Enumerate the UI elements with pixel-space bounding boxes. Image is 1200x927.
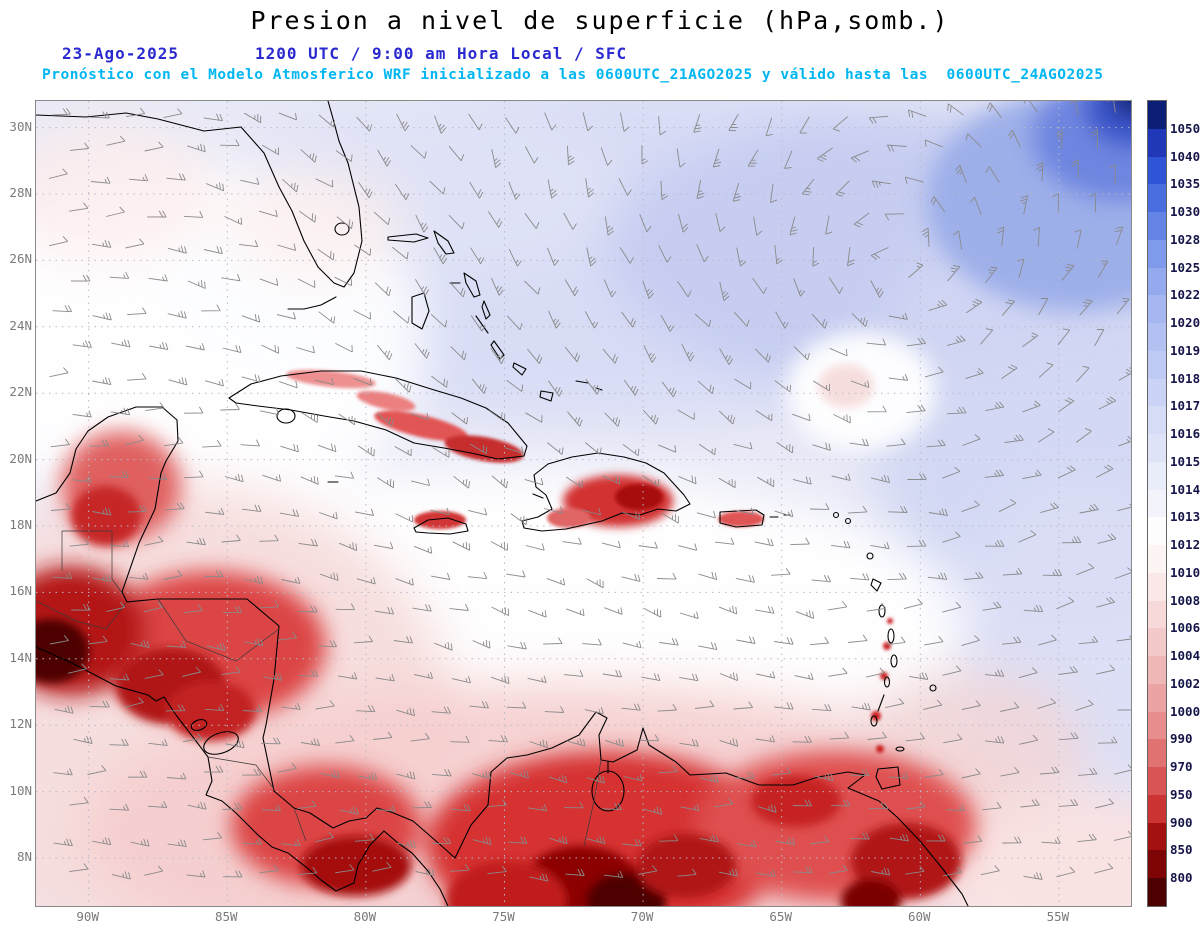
colorbar-value: 1030 xyxy=(1170,204,1200,220)
lat-label: 30N xyxy=(9,118,32,134)
lat-label: 16N xyxy=(9,583,32,599)
coastlines xyxy=(36,101,969,906)
colorbar-segment xyxy=(1148,406,1166,434)
colorbar-segment xyxy=(1148,461,1166,490)
valid-time: 1200 UTC / 9:00 am Hora Local / SFC xyxy=(255,44,628,63)
colorbar-value: 1025 xyxy=(1170,259,1200,275)
colorbar-segment xyxy=(1148,739,1166,767)
valid-date: 23-Ago-2025 xyxy=(62,44,179,63)
colorbar-segment xyxy=(1148,101,1166,129)
colorbar-segment xyxy=(1148,378,1166,407)
colorbar-segment xyxy=(1148,212,1166,240)
colorbar-value: 1016 xyxy=(1170,426,1200,442)
lat-label: 14N xyxy=(9,649,32,665)
colorbar-segment xyxy=(1148,295,1166,323)
colorbar-value: 1028 xyxy=(1170,231,1200,247)
colorbar-value: 1004 xyxy=(1170,648,1200,664)
colorbar-value: 970 xyxy=(1170,759,1193,775)
colorbar-segment xyxy=(1148,683,1166,712)
colorbar-segment xyxy=(1148,156,1166,185)
colorbar-value: 1013 xyxy=(1170,509,1200,525)
colorbar-segment xyxy=(1148,267,1166,296)
lat-label: 12N xyxy=(9,716,32,732)
colorbar-value: 800 xyxy=(1170,870,1193,886)
colorbar-value: 1008 xyxy=(1170,592,1200,608)
colorbar-value: 1020 xyxy=(1170,315,1200,331)
colorbar-value: 1019 xyxy=(1170,342,1200,358)
colorbar-segment xyxy=(1148,767,1166,795)
page-title: Presion a nivel de superficie (hPa,somb.… xyxy=(250,6,950,35)
colorbar-value: 1050 xyxy=(1170,120,1200,136)
colorbar-segment xyxy=(1148,656,1166,684)
colorbar-segment xyxy=(1148,878,1166,906)
colorbar-value: 1006 xyxy=(1170,620,1200,636)
lat-label: 18N xyxy=(9,517,32,532)
country-borders xyxy=(36,530,602,847)
colorbar-value: 1002 xyxy=(1170,675,1200,691)
colorbar-segment xyxy=(1148,489,1166,518)
colorbar-segment xyxy=(1148,572,1166,601)
colorbar-value: 1014 xyxy=(1170,481,1200,497)
colorbar-value: 1018 xyxy=(1170,370,1200,386)
lat-label: 26N xyxy=(9,251,32,267)
colorbar-segment xyxy=(1148,517,1166,545)
colorbar-value: 1022 xyxy=(1170,287,1200,303)
lon-label: 75W xyxy=(492,909,515,924)
lon-label: 55W xyxy=(1046,909,1070,924)
lat-label: 24N xyxy=(9,317,32,333)
colorbar-segment xyxy=(1148,794,1166,823)
colorbar-value: 1012 xyxy=(1170,537,1200,553)
wind-barbs xyxy=(48,101,1131,882)
colorbar-segment xyxy=(1148,323,1166,351)
colorbar-value: 1017 xyxy=(1170,398,1200,414)
colorbar-value: 850 xyxy=(1170,842,1193,858)
colorbar xyxy=(1147,100,1167,907)
colorbar-segment xyxy=(1148,350,1166,379)
colorbar-segment xyxy=(1148,822,1166,851)
pressure-shading xyxy=(36,101,1131,906)
colorbar-segment xyxy=(1148,184,1166,212)
lon-label: 85W xyxy=(215,909,238,924)
colorbar-value: 990 xyxy=(1170,731,1193,747)
colorbar-segment xyxy=(1148,128,1166,157)
lon-label: 70W xyxy=(630,909,654,924)
map-canvas: Sisπ — ONAMET/REP.DOM. xyxy=(35,100,1132,907)
lon-label: 65W xyxy=(769,909,792,924)
lat-label: 22N xyxy=(9,384,32,400)
colorbar-value: 1010 xyxy=(1170,564,1200,580)
colorbar-segment xyxy=(1148,239,1166,268)
forecast-description: Pronóstico con el Modelo Atmosferico WRF… xyxy=(42,67,1104,83)
colorbar-value: 950 xyxy=(1170,786,1193,802)
lat-label: 8N xyxy=(16,849,32,864)
lat-label: 20N xyxy=(9,450,32,466)
lon-label: 80W xyxy=(353,909,377,924)
colorbar-value: 1035 xyxy=(1170,176,1200,192)
colorbar-value: 1000 xyxy=(1170,703,1200,719)
lat-label: 28N xyxy=(9,185,32,200)
colorbar-segment xyxy=(1148,545,1166,573)
lon-label: 90W xyxy=(76,909,99,924)
colorbar-value: 1015 xyxy=(1170,453,1200,469)
colorbar-segment xyxy=(1148,850,1166,878)
lat-label: 10N xyxy=(9,782,32,798)
colorbar-value: 900 xyxy=(1170,814,1193,830)
colorbar-segment xyxy=(1148,434,1166,462)
map-svg xyxy=(36,101,1131,906)
colorbar-segment xyxy=(1148,711,1166,740)
colorbar-value: 1040 xyxy=(1170,148,1200,164)
colorbar-segment xyxy=(1148,628,1166,656)
colorbar-segment xyxy=(1148,600,1166,629)
lon-label: 60W xyxy=(908,909,931,924)
